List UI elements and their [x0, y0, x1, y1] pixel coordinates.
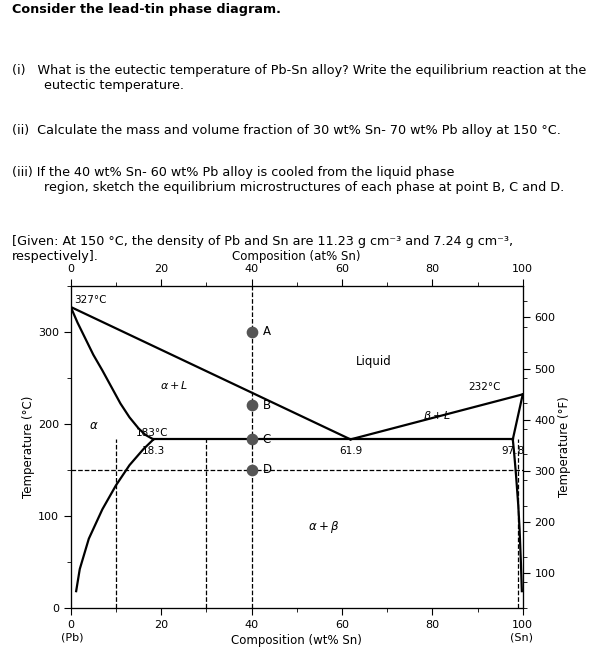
- Text: (i)   What is the eutectic temperature of Pb-Sn alloy? Write the equilibrium rea: (i) What is the eutectic temperature of …: [12, 64, 587, 92]
- Text: (Pb): (Pb): [62, 632, 84, 642]
- Text: 97.8: 97.8: [501, 446, 525, 456]
- Text: C: C: [263, 433, 271, 446]
- Text: (ii)  Calculate the mass and volume fraction of 30 wt% Sn- 70 wt% Pb alloy at 15: (ii) Calculate the mass and volume fract…: [12, 124, 561, 137]
- Text: 232°C: 232°C: [469, 382, 501, 392]
- Point: [247, 464, 256, 475]
- Text: [Given: At 150 °C, the density of Pb and Sn are 11.23 g cm⁻³ and 7.24 g cm⁻³,
re: [Given: At 150 °C, the density of Pb and…: [12, 235, 514, 263]
- X-axis label: Composition (wt% Sn): Composition (wt% Sn): [231, 634, 362, 646]
- Text: 18.3: 18.3: [142, 446, 165, 456]
- Text: (iii) If the 40 wt% Sn- 60 wt% Pb alloy is cooled from the liquid phase
        : (iii) If the 40 wt% Sn- 60 wt% Pb alloy …: [12, 166, 565, 194]
- Text: $\alpha$: $\alpha$: [89, 419, 98, 432]
- Y-axis label: Temperature (°F): Temperature (°F): [558, 396, 571, 497]
- Text: Consider the lead-tin phase diagram.: Consider the lead-tin phase diagram.: [12, 3, 281, 16]
- Text: 183°C: 183°C: [137, 428, 169, 438]
- Text: A: A: [263, 325, 271, 338]
- Point: [247, 434, 256, 445]
- Point: [247, 327, 256, 337]
- Text: $\alpha + L$: $\alpha + L$: [161, 379, 189, 391]
- X-axis label: Composition (at% Sn): Composition (at% Sn): [232, 250, 361, 263]
- Text: $\alpha + \beta$: $\alpha + \beta$: [308, 519, 339, 535]
- Text: $\beta + L$: $\beta + L$: [423, 409, 451, 423]
- Text: B: B: [263, 399, 271, 412]
- Text: (Sn): (Sn): [510, 632, 533, 642]
- Text: D: D: [263, 463, 272, 476]
- Point: [247, 400, 256, 411]
- Text: Liquid: Liquid: [355, 355, 392, 368]
- Y-axis label: Temperature (°C): Temperature (°C): [22, 396, 35, 498]
- Text: 327°C: 327°C: [74, 295, 107, 305]
- Text: 61.9: 61.9: [339, 446, 362, 456]
